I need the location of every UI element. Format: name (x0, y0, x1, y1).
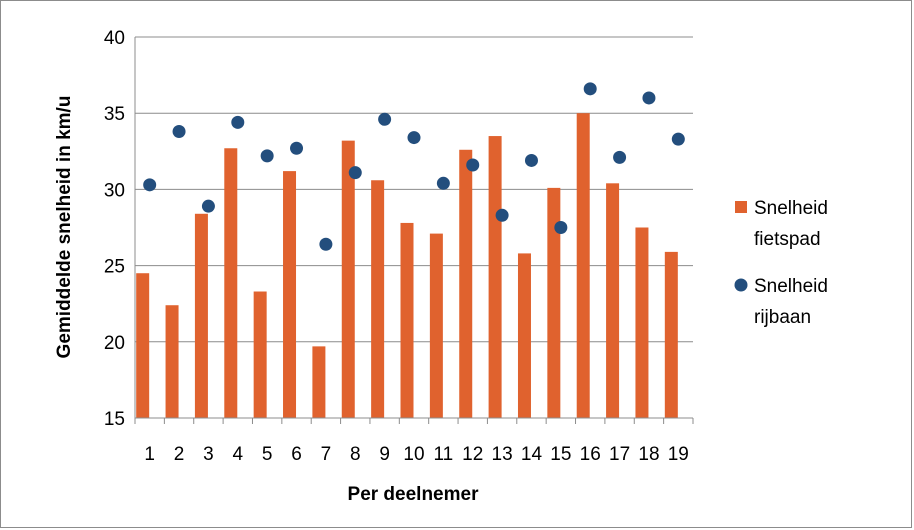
point-rijbaan (642, 91, 656, 105)
bar-fietspad (194, 213, 208, 418)
y-axis-title: Gemiddelde snelheid in km/u (54, 96, 75, 359)
bar-fietspad (224, 148, 238, 418)
point-rijbaan (143, 178, 157, 192)
legend-label-rijbaan-line2: rijbaan (754, 307, 811, 328)
bar-fietspad (312, 346, 326, 418)
bar-fietspad (371, 180, 385, 418)
x-tick-label: 13 (492, 444, 513, 465)
bar-fietspad (341, 140, 355, 418)
point-rijbaan (172, 124, 186, 138)
legend-swatch-fietspad (735, 201, 747, 213)
legend: Snelheid fietspad Snelheid rijbaan (734, 198, 828, 328)
bar-fietspad (517, 253, 531, 418)
x-tick-label: 15 (550, 444, 571, 465)
point-rijbaan (524, 153, 538, 167)
bar-fietspad (664, 251, 678, 418)
x-tick-label: 18 (638, 444, 659, 465)
bar-series-fietspad (136, 113, 678, 418)
point-rijbaan (407, 131, 421, 145)
x-tick-label: 8 (350, 444, 361, 465)
point-rijbaan (436, 176, 450, 190)
y-tick-label: 30 (104, 180, 125, 201)
x-tick-label: 7 (321, 444, 332, 465)
bar-fietspad (547, 187, 561, 418)
x-tick-label: 11 (434, 444, 454, 465)
bar-fietspad (429, 233, 443, 418)
x-tick-label: 14 (521, 444, 543, 465)
y-tick-label: 40 (104, 28, 125, 49)
bar-fietspad (459, 149, 473, 418)
point-rijbaan (260, 149, 274, 163)
x-tick-label: 17 (609, 444, 630, 465)
x-tick-label: 10 (403, 444, 424, 465)
bar-fietspad (136, 273, 150, 418)
scatter-series-rijbaan (143, 82, 685, 251)
x-tick-label: 19 (668, 444, 689, 465)
bar-fietspad (576, 113, 590, 418)
bar-fietspad (488, 136, 502, 418)
point-rijbaan (554, 221, 568, 234)
bar-fietspad (165, 305, 179, 418)
bar-fietspad (253, 291, 267, 418)
x-tick-label: 16 (580, 444, 601, 465)
x-tick-label: 3 (203, 444, 214, 465)
x-axis-title: Per deelnemer (348, 484, 480, 505)
y-tick-label: 15 (104, 409, 125, 430)
point-rijbaan (231, 115, 245, 129)
point-rijbaan (201, 199, 215, 213)
point-rijbaan (319, 237, 333, 251)
legend-label-fietspad-line2: fietspad (754, 229, 821, 250)
bar-fietspad (606, 183, 620, 418)
x-tick-labels: 1 2 3 4 5 6 7 8 9 10 11 12 13 14 15 16 17 18 19 (144, 444, 688, 465)
y-tick-label: 25 (104, 257, 125, 278)
bar-fietspad (400, 222, 414, 418)
point-rijbaan (378, 112, 392, 126)
x-tick-label: 1 (144, 444, 155, 465)
x-tick-label: 9 (379, 444, 390, 465)
x-tick-label: 5 (262, 444, 273, 465)
point-rijbaan (583, 82, 597, 96)
y-tick-label: 20 (104, 333, 125, 354)
point-rijbaan (466, 158, 480, 172)
y-tick-labels: 15 20 25 30 35 40 (104, 28, 125, 430)
legend-label-rijbaan-line1: Snelheid (754, 276, 828, 297)
bar-fietspad (283, 171, 297, 418)
axes (134, 37, 694, 424)
point-rijbaan (290, 141, 304, 155)
x-tick-label: 6 (291, 444, 302, 465)
point-rijbaan (671, 132, 685, 146)
point-rijbaan (495, 208, 509, 222)
bar-fietspad (635, 227, 649, 418)
x-tick-label: 2 (174, 444, 185, 465)
x-tick-label: 4 (233, 444, 244, 465)
point-rijbaan (348, 166, 362, 180)
x-tick-label: 12 (462, 444, 483, 465)
legend-marker-rijbaan (734, 278, 748, 292)
y-tick-label: 35 (104, 104, 125, 125)
point-rijbaan (613, 150, 627, 164)
legend-label-fietspad-line1: Snelheid (754, 198, 828, 219)
